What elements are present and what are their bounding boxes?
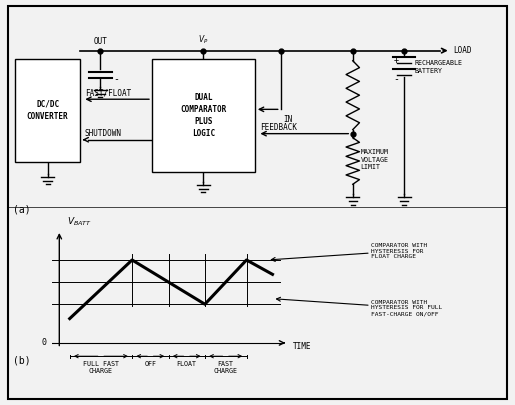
Text: FEEDBACK: FEEDBACK bbox=[260, 123, 297, 132]
Text: (b): (b) bbox=[13, 355, 30, 365]
Text: -: - bbox=[113, 74, 119, 84]
Bar bbox=[15, 59, 80, 162]
Bar bbox=[152, 59, 255, 172]
Text: OFF: OFF bbox=[144, 360, 156, 367]
Text: SHUTDOWN: SHUTDOWN bbox=[85, 129, 122, 138]
Text: COMPARATOR WITH
HYSTERESIS FOR FULL
FAST-CHARGE ON/OFF: COMPARATOR WITH HYSTERESIS FOR FULL FAST… bbox=[277, 297, 442, 316]
Text: 0: 0 bbox=[41, 339, 46, 347]
Text: LOAD: LOAD bbox=[453, 46, 472, 55]
Text: RECHARGEABLE
BATTERY: RECHARGEABLE BATTERY bbox=[415, 60, 462, 74]
Text: FAST
CHARGE: FAST CHARGE bbox=[214, 360, 238, 374]
Text: MAXIMUM
VOLTAGE
LIMIT: MAXIMUM VOLTAGE LIMIT bbox=[360, 149, 388, 171]
Text: $V_{BATT}$: $V_{BATT}$ bbox=[67, 215, 92, 228]
Text: IN: IN bbox=[283, 115, 293, 124]
Text: $V_P$: $V_P$ bbox=[198, 33, 209, 46]
Text: DC/DC
CONVERTER: DC/DC CONVERTER bbox=[27, 100, 68, 121]
Text: +: + bbox=[394, 56, 399, 65]
Text: FLOAT: FLOAT bbox=[177, 360, 197, 367]
Text: OUT: OUT bbox=[94, 37, 107, 46]
Text: FAST/FLOAT: FAST/FLOAT bbox=[85, 88, 131, 97]
Text: TIME: TIME bbox=[294, 342, 312, 351]
Text: COMPARATOR WITH
HYSTERESIS FOR
FLOAT CHARGE: COMPARATOR WITH HYSTERESIS FOR FLOAT CHA… bbox=[271, 243, 427, 261]
Text: FULL FAST
CHARGE: FULL FAST CHARGE bbox=[83, 360, 119, 374]
Text: DUAL
COMPARATOR
PLUS
LOGIC: DUAL COMPARATOR PLUS LOGIC bbox=[180, 93, 227, 138]
Text: -: - bbox=[393, 74, 400, 84]
Text: (a): (a) bbox=[13, 205, 30, 215]
